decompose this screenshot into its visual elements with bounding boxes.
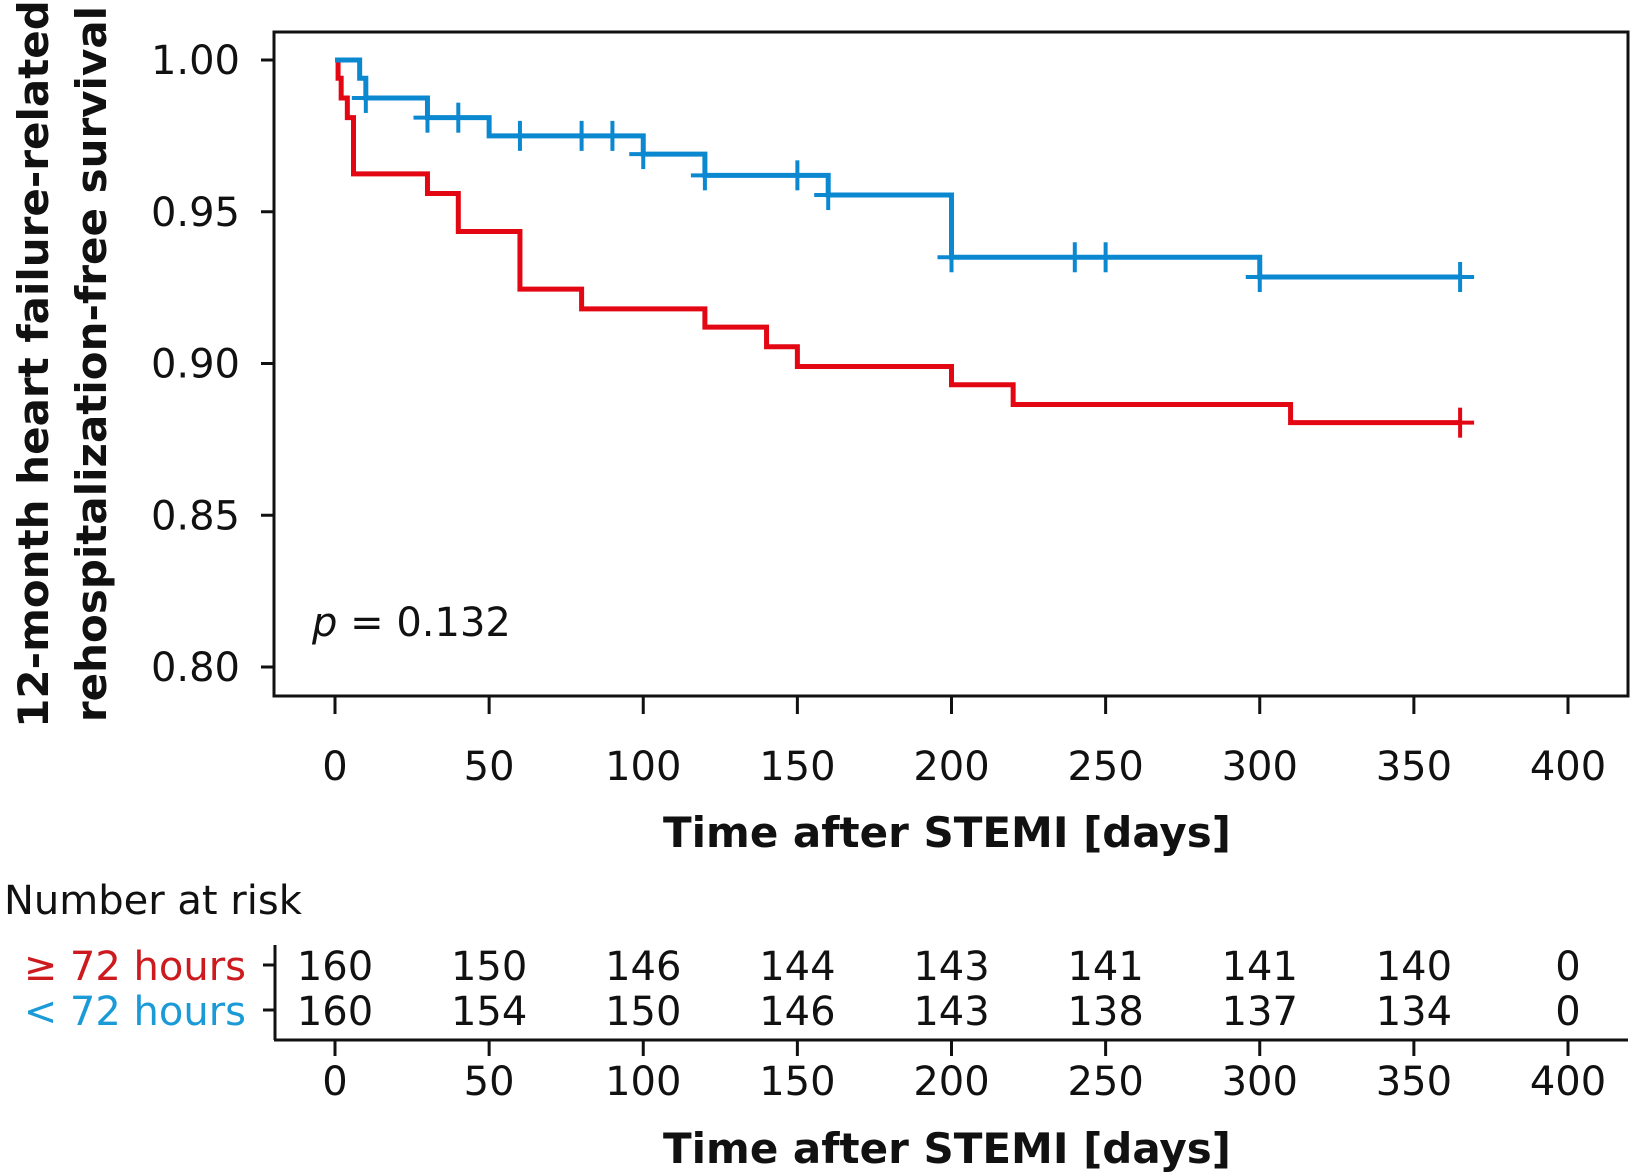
x-tick-label: 50 bbox=[464, 744, 515, 790]
p-value: = 0.132 bbox=[337, 600, 510, 646]
censor-mark bbox=[1446, 262, 1475, 293]
censor-mark bbox=[629, 139, 658, 170]
risk-value: 138 bbox=[1067, 989, 1143, 1035]
y-axis-title-line-2: rehospitalization-free survival bbox=[67, 6, 116, 722]
x-axis: 0 50 100 150 200 250 300 350 400 bbox=[322, 696, 1606, 790]
risk-value: 143 bbox=[913, 944, 989, 990]
x-tick-label: 0 bbox=[322, 744, 347, 790]
risk-value: 143 bbox=[913, 989, 989, 1035]
risk-value: 137 bbox=[1222, 989, 1298, 1035]
censor-mark bbox=[413, 102, 442, 133]
risk-x-tick-label: 250 bbox=[1067, 1059, 1143, 1105]
y-tick-label: 0.85 bbox=[151, 493, 240, 539]
curve-ge72-hours bbox=[335, 57, 1461, 426]
censor-mark bbox=[814, 180, 843, 211]
x-tick-label: 400 bbox=[1530, 744, 1606, 790]
x-tick-label: 300 bbox=[1222, 744, 1298, 790]
risk-x-tick-label: 350 bbox=[1376, 1059, 1452, 1105]
risk-value: 144 bbox=[759, 944, 835, 990]
risk-x-tick-label: 300 bbox=[1222, 1059, 1298, 1105]
risk-x-tick-label: 100 bbox=[605, 1059, 681, 1105]
risk-x-axis-title: Time after STEMI [days] bbox=[663, 1124, 1231, 1173]
risk-value: 0 bbox=[1555, 944, 1580, 990]
x-tick-label: 350 bbox=[1376, 744, 1452, 790]
x-tick-label: 150 bbox=[759, 744, 835, 790]
risk-value: 0 bbox=[1555, 989, 1580, 1035]
p-value-annotation: p = 0.132 bbox=[311, 600, 511, 646]
plot-frame bbox=[272, 30, 1630, 698]
risk-value: 150 bbox=[451, 944, 527, 990]
risk-value: 160 bbox=[297, 989, 373, 1035]
risk-value: 134 bbox=[1376, 989, 1452, 1035]
censor-mark bbox=[690, 160, 719, 191]
censor-mark bbox=[783, 160, 812, 191]
censor-mark bbox=[505, 120, 534, 151]
risk-row-label-lt72: < 72 hours bbox=[24, 989, 246, 1035]
risk-x-tick-label: 0 bbox=[322, 1059, 347, 1105]
x-tick-label: 250 bbox=[1067, 744, 1143, 790]
risk-value: 146 bbox=[759, 989, 835, 1035]
y-tick-label: 1.00 bbox=[151, 38, 240, 84]
y-tick-label: 0.95 bbox=[151, 190, 240, 236]
risk-value: 146 bbox=[605, 944, 681, 990]
x-tick-label: 100 bbox=[605, 744, 681, 790]
risk-x-tick-label: 200 bbox=[913, 1059, 989, 1105]
risk-x-tick-label: 400 bbox=[1530, 1059, 1606, 1105]
censor-mark bbox=[937, 242, 966, 273]
censor-mark bbox=[567, 120, 596, 151]
risk-value: 154 bbox=[451, 989, 527, 1035]
risk-value: 141 bbox=[1067, 944, 1143, 990]
x-tick-label: 200 bbox=[913, 744, 989, 790]
p-symbol: p bbox=[311, 600, 337, 646]
risk-value: 141 bbox=[1222, 944, 1298, 990]
risk-row-label-ge72: ≥ 72 hours bbox=[24, 944, 246, 990]
censor-mark bbox=[1446, 407, 1475, 438]
risk-value: 150 bbox=[605, 989, 681, 1035]
risk-x-tick-label: 50 bbox=[464, 1059, 515, 1105]
censor-mark bbox=[444, 102, 473, 133]
censor-mark bbox=[351, 82, 380, 113]
x-axis-title: Time after STEMI [days] bbox=[663, 808, 1231, 857]
risk-value: 140 bbox=[1376, 944, 1452, 990]
survival-curves bbox=[335, 57, 1475, 438]
censor-mark bbox=[598, 120, 627, 151]
y-axis: 0.80 0.85 0.90 0.95 1.00 bbox=[151, 38, 274, 691]
risk-table-title: Number at risk bbox=[4, 878, 303, 924]
censor-mark bbox=[1060, 242, 1089, 273]
y-tick-label: 0.90 bbox=[151, 342, 240, 388]
censor-mark bbox=[1091, 242, 1120, 273]
y-axis-title-line-1: 12-month heart failure-related bbox=[9, 0, 58, 728]
risk-table-x-axis: 0 50 100 150 200 250 300 350 400 bbox=[322, 1040, 1606, 1105]
risk-value: 160 bbox=[297, 944, 373, 990]
curve-lt72-hours bbox=[335, 57, 1461, 280]
censor-mark bbox=[1245, 262, 1274, 293]
risk-x-tick-label: 150 bbox=[759, 1059, 835, 1105]
y-tick-label: 0.80 bbox=[151, 645, 240, 691]
